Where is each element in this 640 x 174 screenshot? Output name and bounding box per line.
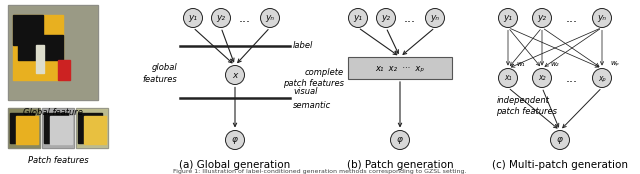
- Text: label: label: [293, 42, 314, 50]
- Bar: [44, 113, 68, 143]
- Text: ...: ...: [404, 11, 416, 25]
- Circle shape: [211, 9, 230, 27]
- Bar: [42, 108, 74, 148]
- Circle shape: [532, 9, 552, 27]
- Text: φ: φ: [557, 136, 563, 144]
- Bar: [84, 116, 106, 144]
- Text: (c) Multi-patch generation: (c) Multi-patch generation: [492, 160, 628, 170]
- Bar: [76, 108, 108, 148]
- Text: y₁: y₁: [353, 14, 362, 22]
- Text: x₁: x₁: [504, 73, 512, 82]
- Text: x₂: x₂: [538, 73, 546, 82]
- Bar: [76, 108, 108, 148]
- Text: y₂: y₂: [538, 14, 547, 22]
- Bar: [8, 5, 98, 100]
- Bar: [13, 15, 63, 80]
- Text: w₂: w₂: [550, 61, 559, 66]
- Text: x: x: [232, 70, 237, 80]
- Circle shape: [426, 9, 445, 27]
- Text: ...: ...: [566, 11, 578, 25]
- Bar: [58, 60, 70, 80]
- Text: wₚ: wₚ: [611, 61, 620, 66]
- Bar: [8, 5, 98, 100]
- Text: y₁: y₁: [504, 14, 513, 22]
- Text: φ: φ: [232, 136, 238, 144]
- Circle shape: [593, 69, 611, 88]
- Text: ...: ...: [239, 11, 251, 25]
- Circle shape: [499, 9, 518, 27]
- Text: φ: φ: [397, 136, 403, 144]
- Text: xₚ: xₚ: [598, 73, 606, 82]
- Text: w₁: w₁: [516, 61, 525, 66]
- Text: features: features: [142, 76, 177, 85]
- Bar: [13, 15, 43, 45]
- Circle shape: [225, 65, 244, 85]
- Text: (b) Patch generation: (b) Patch generation: [347, 160, 453, 170]
- Text: independent
patch features: independent patch features: [497, 96, 557, 116]
- Circle shape: [532, 69, 552, 88]
- Circle shape: [499, 69, 518, 88]
- Text: Global feature: Global feature: [23, 108, 83, 117]
- Bar: [10, 113, 34, 143]
- Text: x₁  x₂  ···  xₚ: x₁ x₂ ··· xₚ: [376, 64, 424, 73]
- Circle shape: [390, 130, 410, 149]
- Text: ...: ...: [566, 72, 578, 85]
- Text: yₙ: yₙ: [431, 14, 440, 22]
- Text: y₂: y₂: [381, 14, 390, 22]
- Bar: [78, 113, 102, 143]
- Text: (a) Global generation: (a) Global generation: [179, 160, 291, 170]
- Circle shape: [184, 9, 202, 27]
- Circle shape: [550, 130, 570, 149]
- Circle shape: [260, 9, 280, 27]
- Text: Patch features: Patch features: [28, 156, 88, 165]
- Text: yₙ: yₙ: [598, 14, 607, 22]
- Text: complete
patch features: complete patch features: [283, 68, 344, 88]
- Text: global: global: [151, 62, 177, 72]
- Circle shape: [376, 9, 396, 27]
- Bar: [18, 35, 63, 60]
- Text: Figure 1: Illustration of label-conditioned generation methods corresponding to : Figure 1: Illustration of label-conditio…: [173, 169, 467, 174]
- Text: y₁: y₁: [189, 14, 198, 22]
- Bar: [8, 108, 40, 148]
- Circle shape: [349, 9, 367, 27]
- Bar: [36, 45, 44, 73]
- Text: yₙ: yₙ: [266, 14, 275, 22]
- Circle shape: [225, 130, 244, 149]
- Bar: [42, 108, 74, 148]
- Text: y₂: y₂: [216, 14, 225, 22]
- Bar: [50, 116, 72, 144]
- Bar: [8, 108, 40, 148]
- Bar: [16, 116, 38, 144]
- Text: semantic: semantic: [293, 101, 332, 109]
- Text: visual: visual: [293, 88, 317, 97]
- Circle shape: [593, 9, 611, 27]
- Bar: [348, 57, 452, 79]
